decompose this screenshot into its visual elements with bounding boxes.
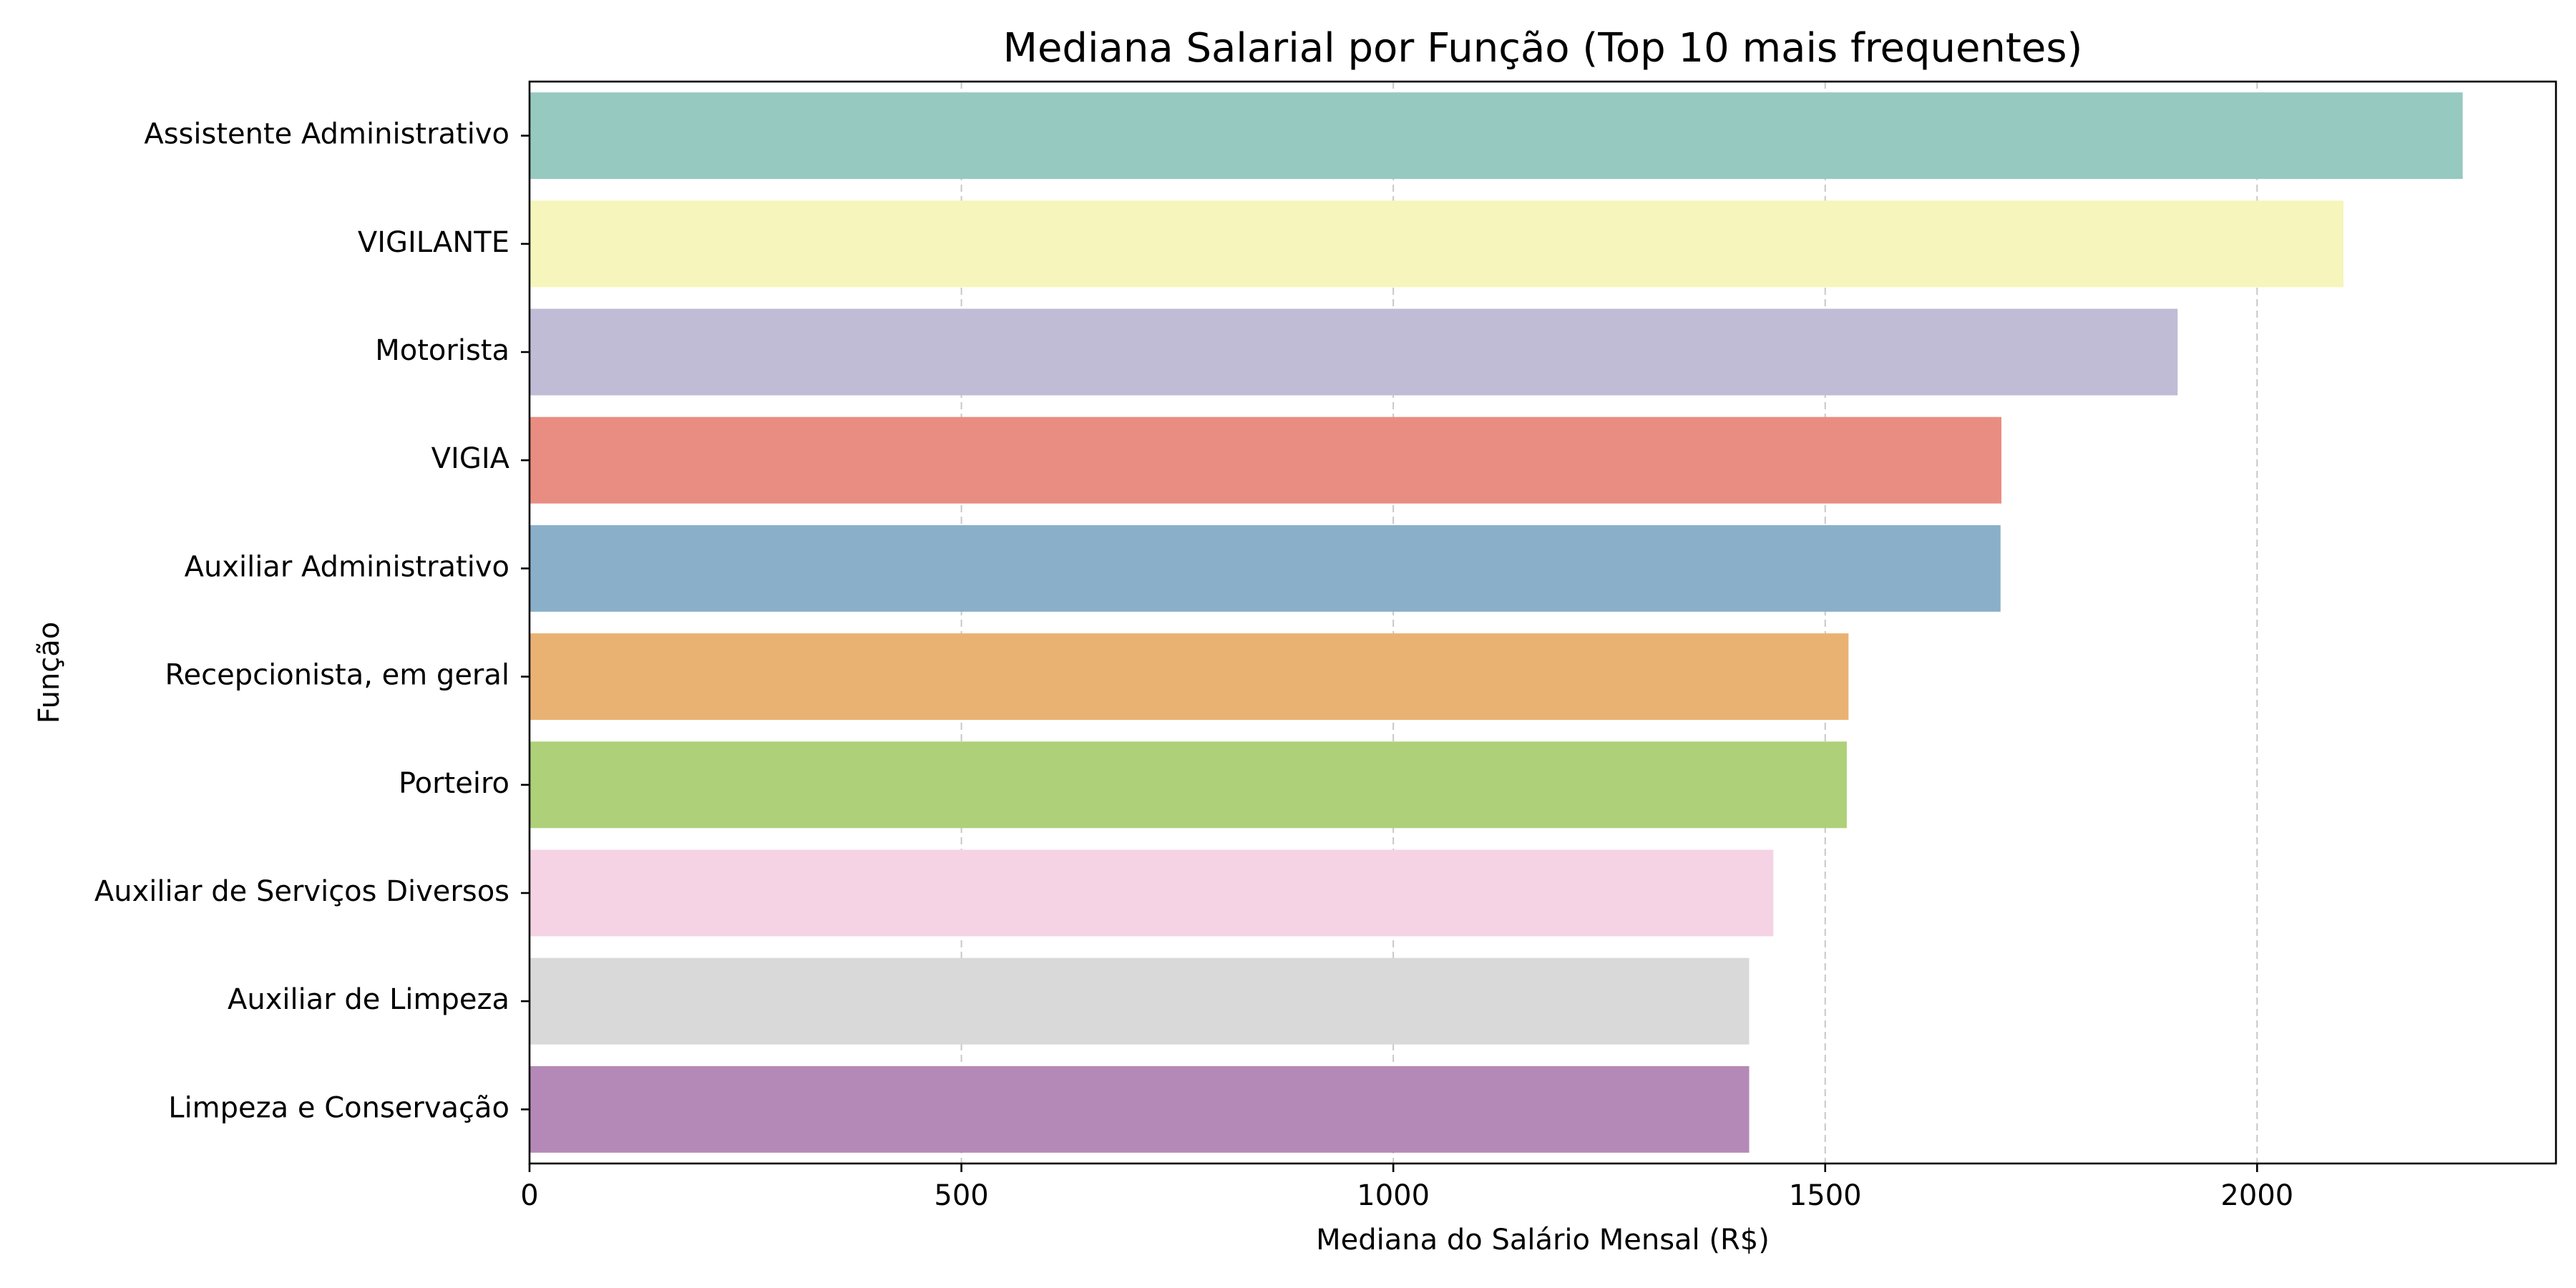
bar-7 — [530, 741, 1847, 829]
bars — [530, 92, 2463, 1153]
y-tick-label-5: Auxiliar Administrativo — [185, 550, 509, 583]
y-tick-label-4: VIGIA — [431, 442, 510, 475]
bar-3 — [530, 308, 2178, 396]
x-tick-label-500: 500 — [934, 1179, 988, 1212]
y-tick-label-3: Motorista — [375, 334, 509, 367]
bar-2 — [530, 200, 2344, 288]
chart-title: Mediana Salarial por Função (Top 10 mais… — [1003, 25, 2083, 72]
plot-frame — [528, 80, 2557, 1165]
bar-10 — [530, 1065, 1750, 1153]
y-tick-label-9: Auxiliar de Limpeza — [228, 983, 509, 1016]
x-axis-label: Mediana do Salário Mensal (R$) — [1316, 1224, 1770, 1257]
bar-8 — [530, 849, 1774, 937]
x-tick-label-2000: 2000 — [2220, 1179, 2293, 1212]
bar-6 — [530, 633, 1849, 721]
x-tick-label-0: 0 — [520, 1179, 538, 1212]
y-tick-label-1: Assistente Administrativo — [144, 118, 509, 151]
x-axis-ticks: 0 500 1000 1500 2000 — [520, 1163, 2293, 1212]
y-axis-label: Função — [33, 622, 66, 724]
x-tick-label-1000: 1000 — [1357, 1179, 1430, 1212]
bar-4 — [530, 416, 2002, 504]
grid-lines — [960, 82, 2258, 1163]
bar-1 — [530, 92, 2463, 180]
y-axis-ticks: Assistente Administrativo VIGILANTE Motori… — [94, 118, 530, 1124]
y-tick-label-2: VIGILANTE — [358, 226, 509, 259]
y-tick-label-8: Auxiliar de Serviços Diversos — [94, 875, 509, 908]
bar-5 — [530, 525, 2001, 612]
x-tick-label-1500: 1500 — [1789, 1179, 1862, 1212]
y-tick-label-10: Limpeza e Conservação — [168, 1091, 509, 1124]
bar-9 — [530, 957, 1750, 1045]
y-tick-label-6: Recepcionista, em geral — [165, 659, 509, 692]
y-tick-label-7: Porteiro — [399, 767, 509, 800]
